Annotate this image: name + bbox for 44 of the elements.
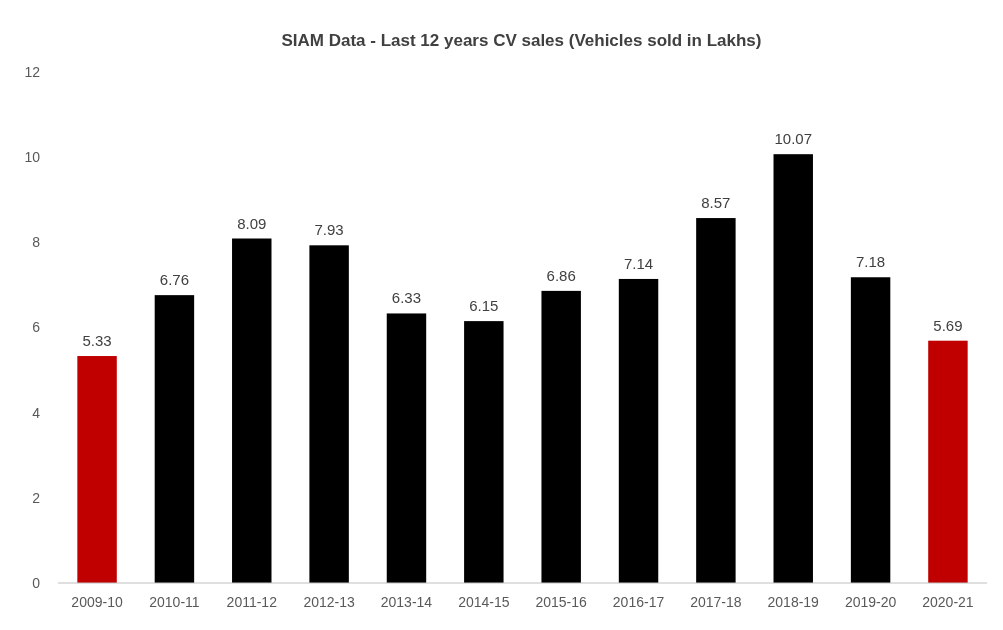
data-label: 6.76 <box>159 271 190 289</box>
bar <box>618 278 659 583</box>
data-label: 5.33 <box>82 332 112 350</box>
x-tick-label: 2018-19 <box>767 594 820 610</box>
data-label: 8.57 <box>701 194 731 212</box>
x-tick-label: 2010-11 <box>149 594 200 610</box>
data-label: 10.07 <box>774 130 813 148</box>
data-label: 7.18 <box>855 253 886 271</box>
bar <box>696 218 736 583</box>
x-tick-label: 2019-20 <box>844 594 897 610</box>
y-tick-label: 2 <box>32 489 41 506</box>
y-tick-label: 6 <box>32 319 41 336</box>
bar <box>77 356 117 583</box>
data-label: 6.86 <box>546 266 576 284</box>
x-tick-label: 2013-14 <box>380 594 433 610</box>
x-tick-label: 2015-16 <box>535 594 588 610</box>
data-label: 6.33 <box>391 289 422 307</box>
x-tick-label: 2012-13 <box>303 594 356 610</box>
bar <box>386 313 427 583</box>
data-label: 7.14 <box>623 254 654 272</box>
y-tick-label: 8 <box>32 234 41 251</box>
bar <box>232 238 272 583</box>
bar <box>154 295 195 583</box>
bar <box>541 290 581 583</box>
x-tick-label: 2017-18 <box>690 594 742 610</box>
bar <box>464 321 504 583</box>
x-tick-label: 2016-17 <box>612 594 665 610</box>
y-tick-label: 12 <box>24 63 41 80</box>
x-tick-label: 2020-21 <box>922 594 974 610</box>
bar <box>773 154 813 583</box>
data-label: 7.93 <box>314 221 344 239</box>
data-label: 5.69 <box>933 316 963 334</box>
x-tick-label: 2014-15 <box>458 594 510 610</box>
x-tick-label: 2009-10 <box>71 594 123 610</box>
data-label: 8.09 <box>237 214 267 232</box>
x-tick-label: 2011-12 <box>226 594 278 610</box>
bar <box>309 245 349 583</box>
y-tick-label: 0 <box>32 574 41 591</box>
y-tick-label: 4 <box>32 404 41 421</box>
chart-title: SIAM Data - Last 12 years CV sales (Vehicles sold in Lakhs) <box>281 31 762 50</box>
bar <box>850 277 891 583</box>
bar <box>928 340 968 583</box>
data-label: 6.15 <box>469 297 499 315</box>
y-tick-label: 10 <box>24 149 41 166</box>
